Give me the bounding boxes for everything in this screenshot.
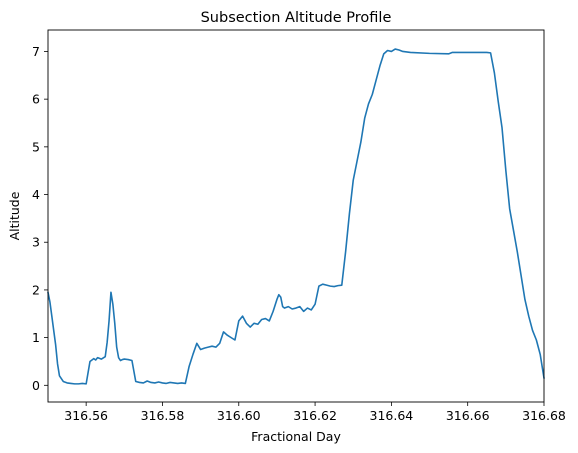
chart-title: Subsection Altitude Profile — [201, 10, 392, 26]
x-axis-title: Fractional Day — [251, 429, 341, 444]
altitude-series-line — [47, 48, 545, 385]
y-tick-label: 2 — [32, 282, 40, 297]
y-tick-label: 7 — [32, 44, 40, 59]
x-tick-label: 316.56 — [64, 408, 108, 423]
series-group — [47, 48, 545, 385]
y-tick-label: 6 — [32, 92, 40, 107]
x-tick-label: 316.64 — [370, 408, 414, 423]
y-tick-label: 1 — [32, 330, 40, 345]
x-tick-label: 316.68 — [522, 408, 566, 423]
y-axis-ticks: 0 1 2 3 4 5 6 7 — [32, 44, 48, 393]
y-axis-title: Altitude — [7, 191, 22, 240]
y-tick-label: 3 — [32, 235, 40, 250]
plot-frame — [47, 29, 545, 403]
x-axis-ticks: 316.56 316.58 316.60 316.62 316.64 316.66 316.… — [64, 402, 566, 423]
x-tick-label: 316.62 — [293, 408, 337, 423]
y-tick-label: 5 — [32, 139, 40, 154]
x-tick-label: 316.66 — [446, 408, 490, 423]
x-tick-label: 316.60 — [217, 408, 261, 423]
y-tick-label: 4 — [32, 187, 40, 202]
x-tick-label: 316.58 — [141, 408, 185, 423]
y-tick-label: 0 — [32, 378, 40, 393]
